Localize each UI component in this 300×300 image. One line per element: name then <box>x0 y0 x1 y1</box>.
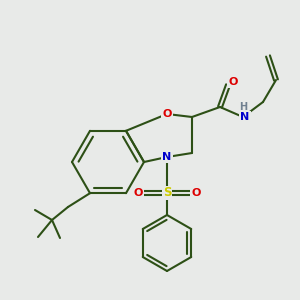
Text: N: N <box>162 152 172 162</box>
Text: O: O <box>228 77 238 87</box>
Text: S: S <box>163 187 171 200</box>
Text: N: N <box>240 112 250 122</box>
Text: O: O <box>191 188 201 198</box>
Text: O: O <box>133 188 143 198</box>
Text: O: O <box>162 109 172 119</box>
Text: H: H <box>239 102 247 112</box>
